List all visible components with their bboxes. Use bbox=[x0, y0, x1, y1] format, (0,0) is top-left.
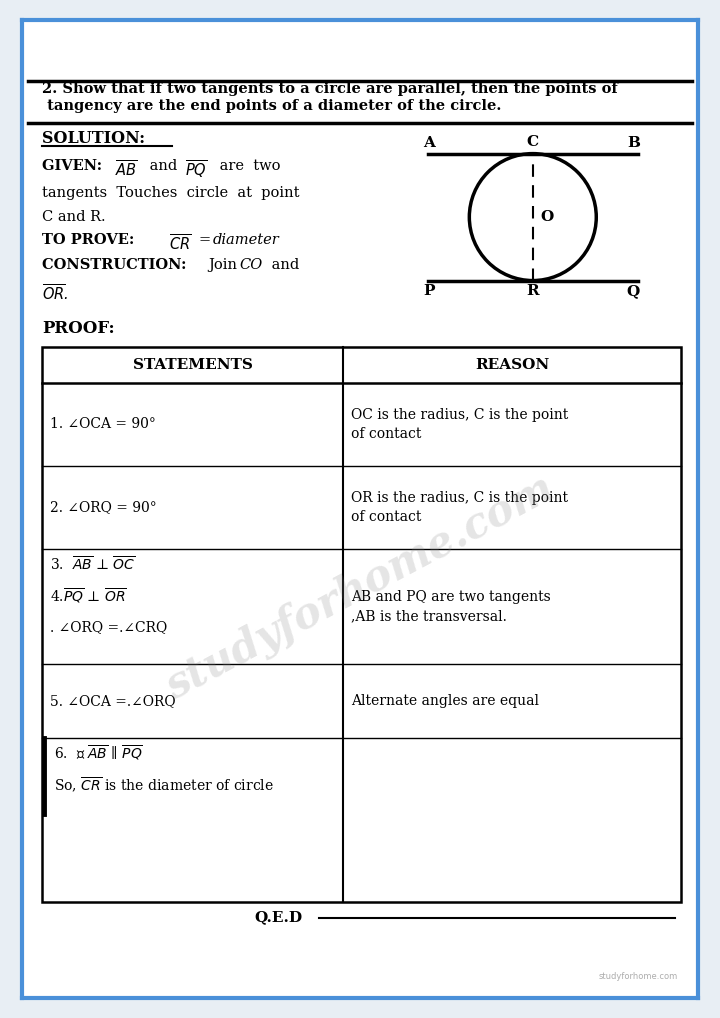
Text: Alternate angles are equal: Alternate angles are equal bbox=[351, 694, 539, 709]
Text: CONSTRUCTION:: CONSTRUCTION: bbox=[42, 258, 192, 272]
Text: Q: Q bbox=[627, 284, 640, 298]
Text: $\overline{AB}$: $\overline{AB}$ bbox=[115, 159, 138, 179]
Text: 2. Show that if two tangents to a circle are parallel, then the points of: 2. Show that if two tangents to a circle… bbox=[42, 82, 618, 97]
Text: and: and bbox=[266, 258, 299, 272]
Text: . ∠ORQ =.∠CRQ: . ∠ORQ =.∠CRQ bbox=[50, 620, 167, 634]
Text: $\overline{PQ}$: $\overline{PQ}$ bbox=[185, 159, 207, 181]
Text: Join: Join bbox=[208, 258, 242, 272]
Text: studyforhome.com: studyforhome.com bbox=[158, 466, 562, 708]
Text: CO: CO bbox=[240, 258, 263, 272]
Text: 2. ∠ORQ = 90°: 2. ∠ORQ = 90° bbox=[50, 501, 157, 514]
Text: GIVEN:: GIVEN: bbox=[42, 159, 107, 173]
Text: TO PROVE:: TO PROVE: bbox=[42, 233, 140, 247]
Text: =: = bbox=[199, 233, 216, 247]
Text: 5. ∠OCA =.∠ORQ: 5. ∠OCA =.∠ORQ bbox=[50, 694, 176, 709]
Text: REASON: REASON bbox=[475, 358, 549, 372]
Text: AB and PQ are two tangents
,AB is the transversal.: AB and PQ are two tangents ,AB is the tr… bbox=[351, 590, 551, 623]
Text: A: A bbox=[423, 136, 435, 151]
Text: SOLUTION:: SOLUTION: bbox=[42, 130, 145, 148]
Text: are  two: are two bbox=[215, 159, 281, 173]
Text: OC is the radius, C is the point
of contact: OC is the radius, C is the point of cont… bbox=[351, 408, 569, 441]
Text: O: O bbox=[541, 210, 554, 224]
Text: Q.E.D: Q.E.D bbox=[255, 910, 303, 924]
Text: So, $\overline{CR}$ is the diameter of circle: So, $\overline{CR}$ is the diameter of c… bbox=[54, 775, 274, 794]
Text: 3.  $\overline{AB}$ ⊥ $\overline{OC}$: 3. $\overline{AB}$ ⊥ $\overline{OC}$ bbox=[50, 556, 135, 574]
Text: C and R.: C and R. bbox=[42, 210, 106, 224]
Text: R: R bbox=[526, 284, 539, 298]
Text: 4.$\overline{PQ}$ ⊥ $\overline{OR}$: 4.$\overline{PQ}$ ⊥ $\overline{OR}$ bbox=[50, 586, 127, 606]
Text: and: and bbox=[145, 159, 181, 173]
Text: B: B bbox=[627, 136, 640, 151]
Text: 1. ∠OCA = 90°: 1. ∠OCA = 90° bbox=[50, 417, 156, 432]
Text: tangents  Touches  circle  at  point: tangents Touches circle at point bbox=[42, 185, 300, 200]
Text: STATEMENTS: STATEMENTS bbox=[132, 358, 253, 372]
Text: PROOF:: PROOF: bbox=[42, 321, 114, 337]
Text: C: C bbox=[527, 135, 539, 150]
Text: $\overline{CR}$: $\overline{CR}$ bbox=[169, 233, 192, 253]
Text: $\overline{OR}$.: $\overline{OR}$. bbox=[42, 283, 68, 303]
Bar bbox=[42, 347, 681, 902]
Text: 6.  ∴ $\overline{AB}$ ∥ $\overline{PQ}$: 6. ∴ $\overline{AB}$ ∥ $\overline{PQ}$ bbox=[54, 744, 143, 762]
Text: OR is the radius, C is the point
of contact: OR is the radius, C is the point of cont… bbox=[351, 491, 568, 524]
Bar bbox=[42, 347, 681, 383]
Text: studyforhome.com: studyforhome.com bbox=[599, 971, 678, 980]
Text: tangency are the end points of a diameter of the circle.: tangency are the end points of a diamete… bbox=[42, 100, 501, 113]
Text: diameter: diameter bbox=[213, 233, 280, 247]
Text: P: P bbox=[423, 284, 435, 298]
